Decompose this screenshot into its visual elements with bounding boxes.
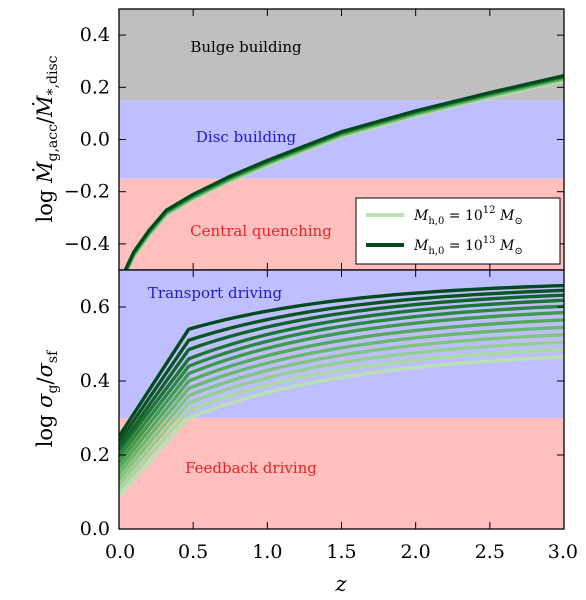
bottom-ytick-label-0: 0.0: [80, 518, 110, 540]
top-region-label-1: Disc building: [196, 128, 297, 146]
x-tick-label-3: 1.5: [326, 541, 356, 563]
top-region-label-0: Bulge building: [190, 38, 302, 56]
top-region-0: [119, 9, 564, 101]
top-ytick-label-3: −0.2: [64, 181, 110, 203]
bottom-series-line-9: [119, 293, 564, 449]
bottom-series-line-0: [119, 355, 564, 497]
top-series-line-5: [123, 74, 564, 270]
bottom-series-line-1: [119, 347, 564, 492]
legend-label-1e13: Mh,0 = 1013 M⊙: [413, 235, 523, 257]
top-region-1: [119, 100, 564, 179]
bottom-ytick-label-3: 0.6: [80, 296, 110, 318]
legend-box: [355, 197, 561, 265]
bottom-ytick-label-1: 0.2: [80, 444, 110, 466]
bottom-ytick-label-2: 0.4: [80, 370, 110, 392]
top-region-label-2: Central quenching: [190, 222, 332, 240]
bottom-series-line-8: [119, 298, 564, 453]
bottom-region-label-0: Transport driving: [148, 284, 283, 302]
bottom-region-1: [119, 418, 564, 529]
bottom-series-line-11: [119, 283, 564, 438]
legend-label-1e12: Mh,0 = 1012 M⊙: [413, 205, 523, 227]
top-y-axis-label: log Ṁg,acc/Ṁ*,disc: [33, 55, 61, 222]
bottom-region-label-1: Feedback driving: [185, 459, 317, 477]
bottom-series-line-2: [119, 340, 564, 486]
x-tick-label-0: 0.0: [105, 541, 135, 563]
bottom-series-line-5: [119, 318, 564, 470]
bottom-series-line-6: [119, 310, 564, 464]
top-ytick-label-0: 0.4: [80, 24, 110, 46]
x-tick-label-2: 1.0: [252, 541, 282, 563]
bottom-panel: Transport driving Feedback driving 0.0 0.2…: [33, 269, 578, 596]
x-axis-label: z: [334, 572, 347, 596]
bottom-series-line-7: [119, 304, 564, 458]
top-ytick-label-2: 0.0: [80, 129, 110, 151]
legend: Mh,0 = 1012 M⊙ Mh,0 = 1013 M⊙: [355, 197, 561, 265]
x-tick-label-4: 2.0: [401, 541, 431, 563]
top-panel: Bulge building Disc building Central quenc…: [33, 8, 565, 271]
bottom-series-line-3: [119, 333, 564, 481]
bottom-series-line-4: [119, 325, 564, 475]
x-tick-label-1: 0.5: [178, 541, 208, 563]
bottom-series-line-10: [119, 288, 564, 444]
x-tick-label-6: 3.0: [548, 541, 578, 563]
x-tick-label-5: 2.5: [475, 541, 505, 563]
top-ytick-label-1: 0.2: [80, 76, 110, 98]
bottom-y-axis-label: log σg/σsf: [33, 349, 61, 447]
top-ytick-label-4: −0.4: [64, 233, 110, 255]
